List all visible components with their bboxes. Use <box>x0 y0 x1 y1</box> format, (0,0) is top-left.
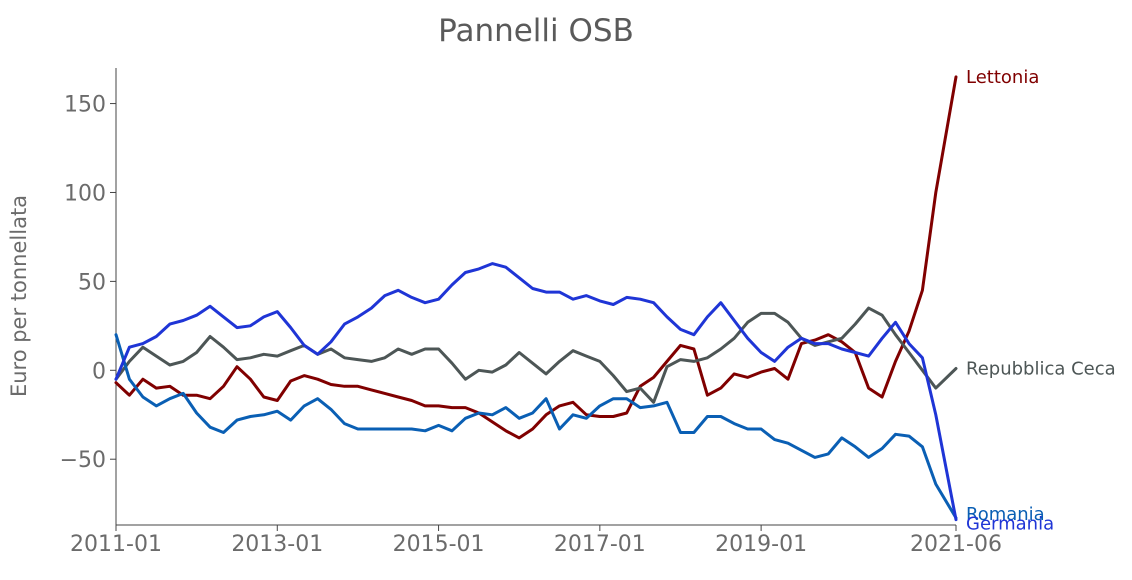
series-label-germania: Germania <box>966 514 1054 535</box>
y-axis-title: Euro per tonnellata <box>7 195 31 397</box>
y-tick-label: 50 <box>78 270 106 295</box>
x-tick-label: 2017-01 <box>554 532 646 557</box>
y-axis-ticks: 150 100 50 0 −50 <box>60 93 116 473</box>
series-line-lettonia <box>114 75 958 440</box>
chart-title: Pannelli OSB <box>438 13 634 49</box>
series-line-romania <box>114 333 958 520</box>
series-lines <box>114 75 958 522</box>
x-tick-label: 2011-01 <box>70 532 162 557</box>
series-label-repubblica-ceca: Repubblica Ceca <box>966 359 1116 380</box>
x-axis-ticks: 2011-01 2013-01 2015-01 2017-01 2019-01 2021-… <box>70 525 1002 557</box>
series-line-germania <box>114 262 958 522</box>
series-line-repubblica-ceca <box>114 306 958 404</box>
x-tick-label: 2015-01 <box>393 532 485 557</box>
x-tick-label: 2013-01 <box>231 532 323 557</box>
series-label-romania: Romania <box>966 504 1045 525</box>
y-tick-label: −50 <box>60 448 106 473</box>
y-tick-label: 150 <box>64 93 106 118</box>
x-tick-label: 2019-01 <box>715 532 807 557</box>
x-tick-label: 2021-06 <box>910 532 1002 557</box>
y-tick-label: 0 <box>92 359 106 384</box>
series-label-lettonia: Lettonia <box>966 67 1039 88</box>
y-tick-label: 100 <box>64 181 106 206</box>
